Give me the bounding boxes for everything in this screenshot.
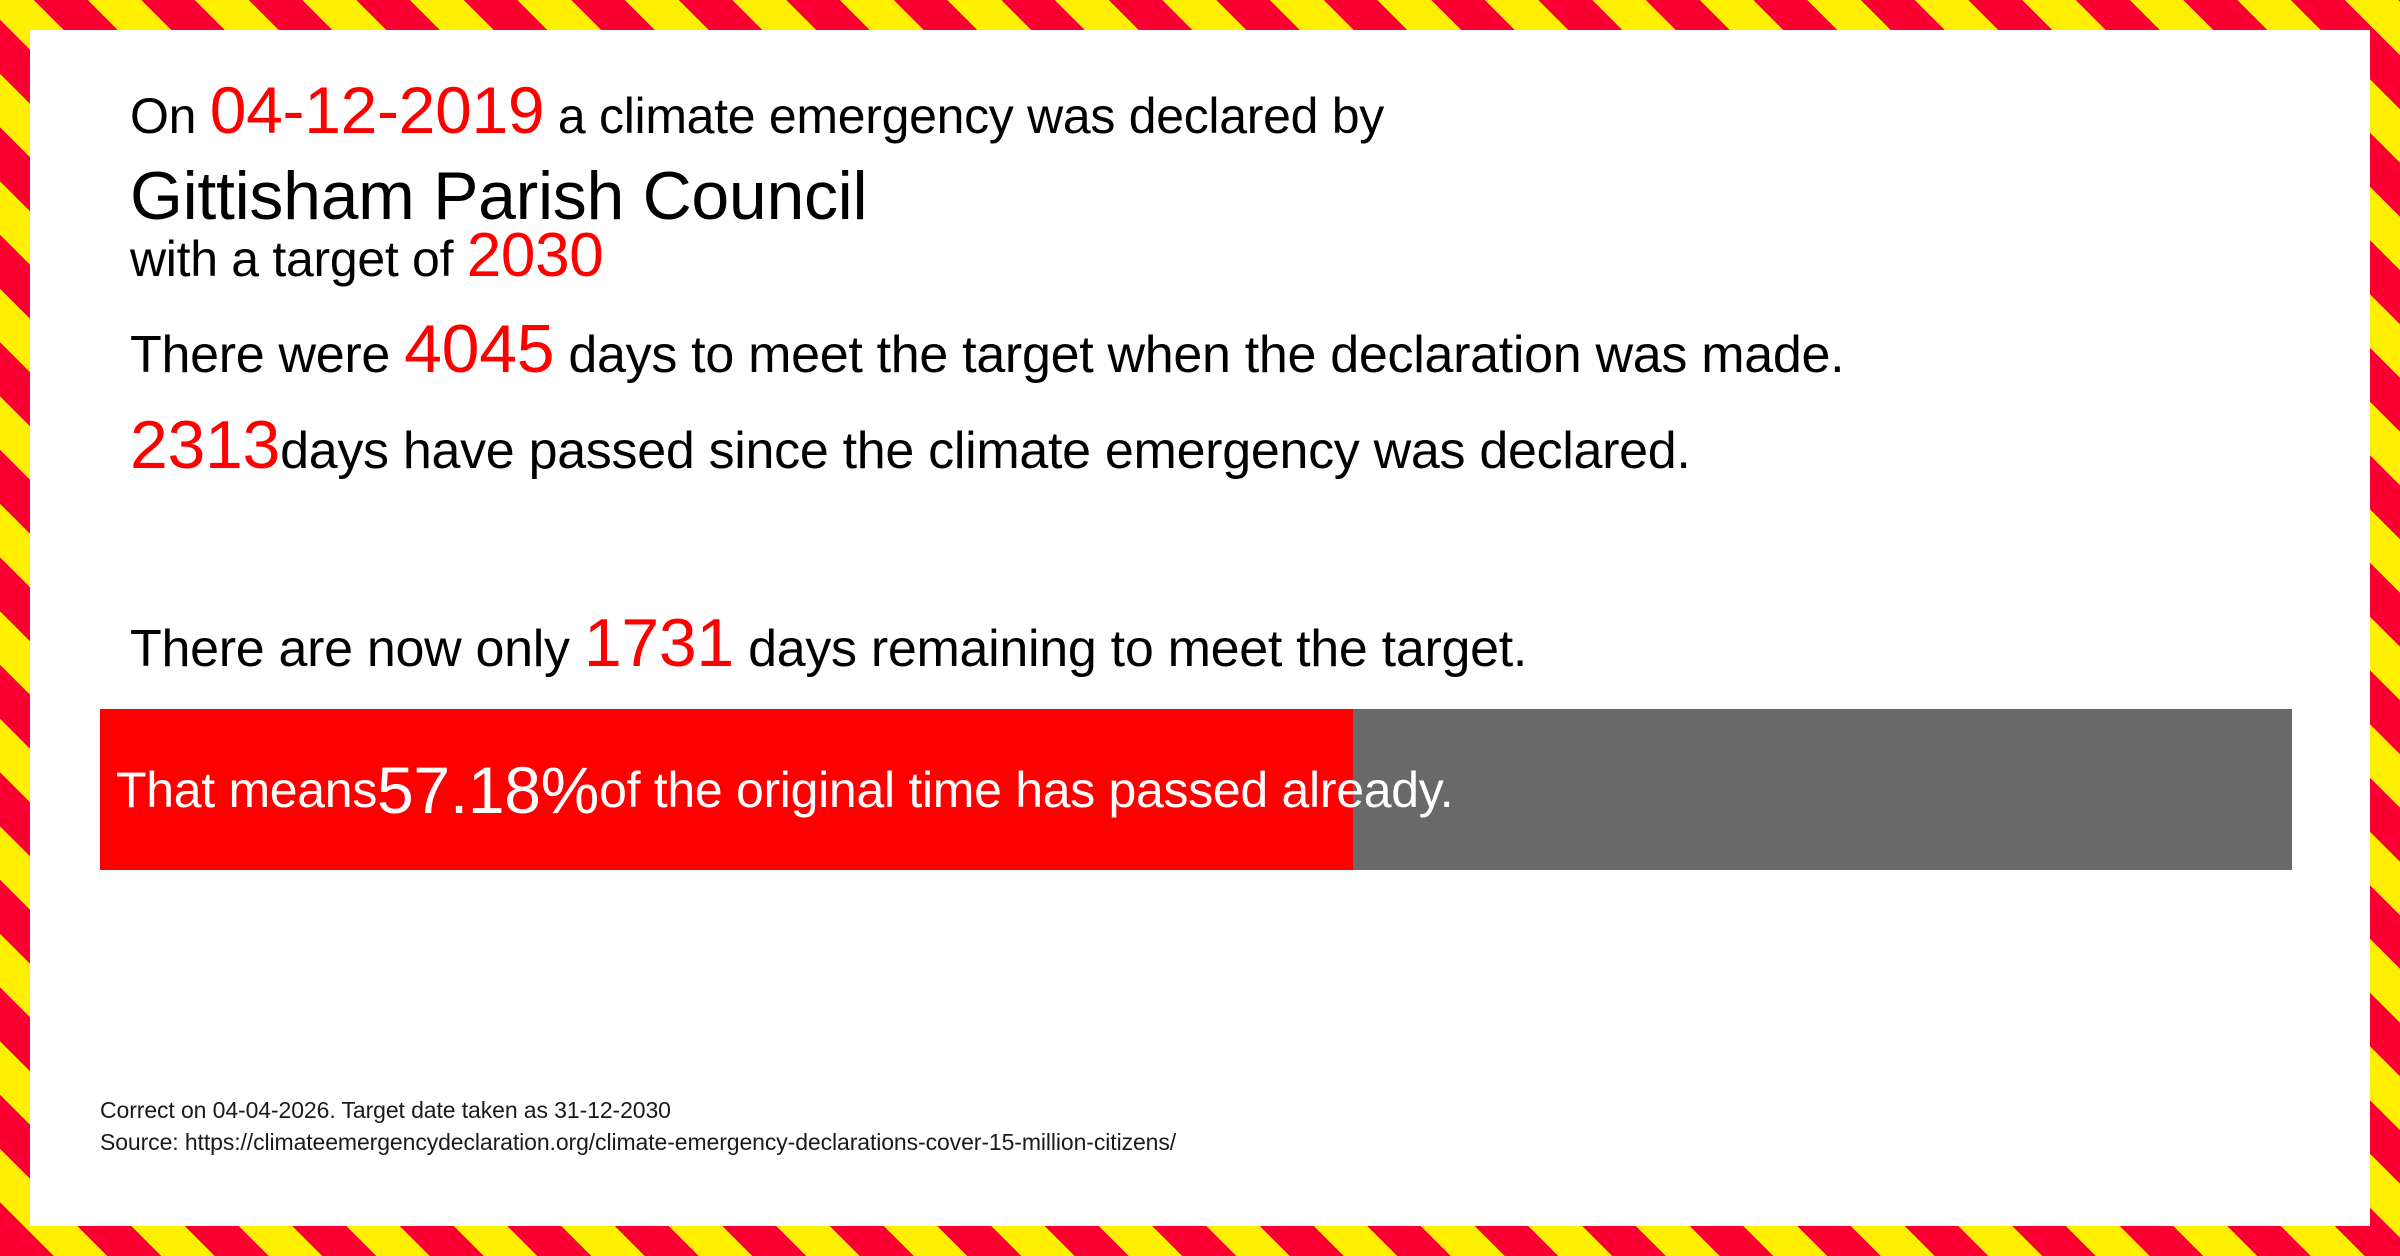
source-note: Source: https://climateemergencydeclarat… [100,1129,1177,1155]
elapsed-days-value: 2313 [130,407,281,483]
declaration-date-line: On 04-12-2019 a climate emergency was de… [130,77,1384,146]
time-elapsed-progress-bar: That means 57.18% of the original time h… [100,709,2292,870]
declaration-date-value: 04-12-2019 [209,73,545,147]
days-elapsed-line: 2313days have passed since the climate e… [130,411,1691,482]
authority-label: Gittisham Parish Council [130,158,868,234]
declaring-authority-name: Gittisham Parish Council [130,156,868,236]
days-remaining-line: There are now only 1731 days remaining t… [130,609,1527,680]
declaration-suffix-text: a climate emergency was declared by [544,88,1384,144]
elapsed-suffix-text: days have passed since the climate emerg… [280,422,1691,480]
days-available-line: There were 4045 days to meet the target … [130,315,1845,386]
available-days-value: 4045 [404,311,555,387]
target-year-value: 2030 [466,221,604,290]
target-prefix-text: with a target of [130,231,467,287]
poster-content: On 04-12-2019 a climate emergency was de… [30,30,2370,1226]
declaration-prefix-text: On [130,88,210,144]
target-year-line: with a target of 2030 [130,225,604,289]
remaining-prefix-text: There are now only [130,620,584,678]
remaining-suffix-text: days remaining to meet the target. [733,620,1527,678]
progress-percent-value: 57.18% [377,752,600,827]
remaining-days-value: 1731 [583,605,734,681]
correct-on-note: Correct on 04-04-2026. Target date taken… [100,1097,671,1123]
available-prefix-text: There were [130,326,405,384]
progress-suffix-text: of the original time has passed already. [599,761,1454,818]
progress-prefix-text: That means [116,761,378,818]
available-suffix-text: days to meet the target when the declara… [554,326,1845,384]
progress-bar-fill [100,709,1354,870]
progress-bar-label: That means 57.18% of the original time h… [116,709,1454,870]
